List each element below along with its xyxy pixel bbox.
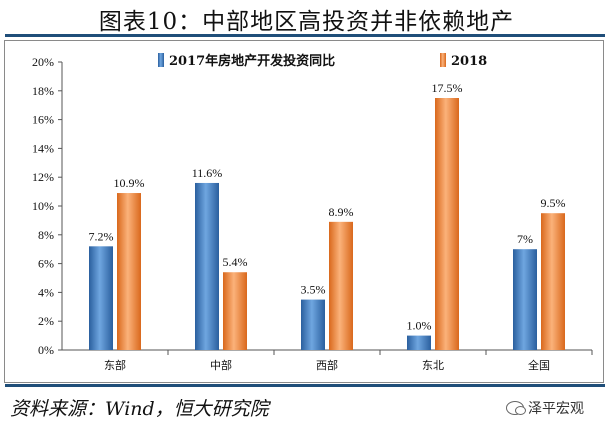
data-label: 11.6% — [192, 166, 223, 180]
data-label: 10.9% — [114, 176, 145, 190]
y-tick-label: 20% — [32, 55, 54, 69]
chart-value-labels: 7.2% 10.9% 11.6% 5.4% 3.5% 8.9% 1.0% 17.5% 7% 9.5… — [89, 81, 566, 333]
source-note: 资料来源：Wind，恒大研究院 — [10, 398, 269, 420]
wechat-icon — [506, 401, 526, 415]
y-tick-label: 14% — [32, 141, 54, 155]
footer-divider — [5, 384, 605, 387]
chart-axes: 0% 2% 4% 6% 8% 10% 12% 14% 16% 18% 20% 东部 中部 西部 东北 全国 — [32, 55, 593, 372]
data-label: 9.5% — [541, 196, 566, 210]
x-tick-label: 东北 — [422, 359, 444, 372]
chart-bars — [89, 98, 565, 350]
data-label: 8.9% — [329, 205, 354, 219]
data-label: 5.4% — [223, 255, 248, 269]
chart-title: 图表10：中部地区高投资并非依赖地产 — [98, 9, 515, 35]
bar-2018 — [117, 193, 141, 350]
watermark-text: 泽平宏观 — [528, 401, 584, 417]
y-tick-label: 12% — [32, 170, 54, 184]
bar-2017 — [513, 249, 537, 350]
bar-2017 — [89, 246, 113, 350]
bar-chart: 2017年房地产开发投资同比 2018 0% 2% 4% 6% 8% 10% 12% 14% 1… — [32, 53, 593, 372]
y-tick-label: 6% — [38, 257, 54, 271]
y-tick-label: 10% — [32, 199, 54, 213]
x-tick-label: 全国 — [528, 358, 550, 372]
y-tick-label: 16% — [32, 113, 54, 127]
bar-2018 — [329, 221, 353, 350]
bar-2017 — [301, 299, 325, 350]
x-tick-label: 西部 — [316, 358, 338, 372]
data-label: 3.5% — [301, 283, 326, 297]
legend-swatch-2018 — [440, 53, 446, 67]
data-label: 17.5% — [432, 81, 463, 95]
bar-2017 — [407, 335, 431, 350]
x-tick-label: 中部 — [210, 358, 232, 372]
data-label: 1.0% — [407, 319, 432, 333]
y-tick-label: 4% — [38, 285, 54, 299]
y-tick-label: 0% — [38, 343, 54, 357]
bar-2018 — [223, 272, 247, 350]
chart-frame: 2017年房地产开发投资同比 2018 0% 2% 4% 6% 8% 10% 12% 14% 1… — [4, 40, 604, 383]
data-label: 7.2% — [89, 229, 114, 243]
legend-label-2017: 2017年房地产开发投资同比 — [169, 53, 335, 69]
chart-legend: 2017年房地产开发投资同比 2018 — [158, 53, 487, 69]
y-tick-label: 18% — [32, 84, 54, 98]
bar-2017 — [195, 182, 219, 350]
title-divider — [5, 34, 605, 37]
y-tick-label: 2% — [38, 314, 54, 328]
legend-label-2018: 2018 — [451, 54, 487, 69]
watermark: 泽平宏观 — [506, 398, 584, 418]
bar-2018 — [541, 213, 565, 350]
legend-swatch-2017 — [158, 53, 164, 67]
y-tick-label: 8% — [38, 228, 54, 242]
data-label: 7% — [517, 232, 533, 246]
bar-2018 — [435, 98, 459, 350]
x-tick-label: 东部 — [104, 358, 126, 372]
